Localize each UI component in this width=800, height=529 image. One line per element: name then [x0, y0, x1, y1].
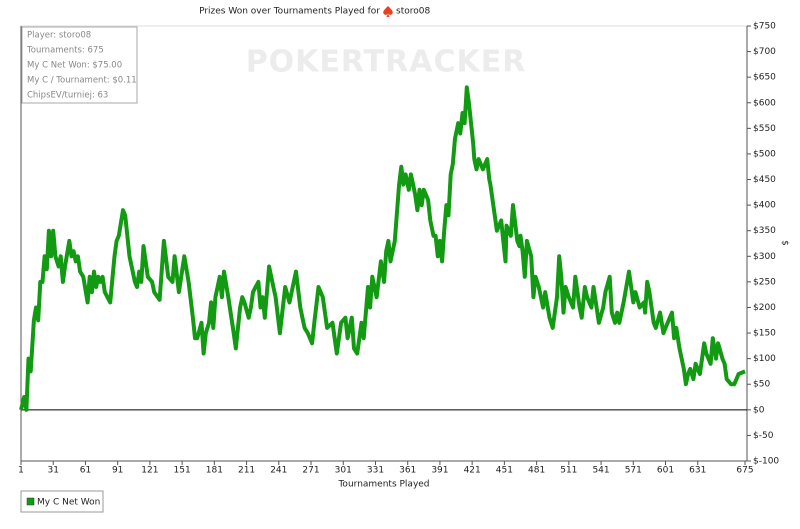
x-tick-label: 271 — [302, 466, 319, 476]
y-tick-label: $400 — [753, 201, 776, 211]
chart-title: Prizes Won over Tournaments Played for — [199, 7, 380, 17]
y-tick-label: $450 — [753, 175, 776, 185]
y-tick-label: $200 — [753, 303, 776, 313]
x-tick-label: 181 — [206, 466, 223, 476]
x-tick-label: 301 — [335, 466, 352, 476]
x-tick-label: 421 — [464, 466, 481, 476]
y-tick-label: $300 — [753, 252, 776, 262]
x-tick-label: 675 — [736, 466, 753, 476]
y-tick-label: $350 — [753, 226, 776, 236]
x-tick-label: 631 — [689, 466, 706, 476]
x-tick-label: 481 — [528, 466, 545, 476]
y-tick-label: $50 — [753, 380, 770, 390]
legend-label: My C Net Won — [37, 498, 100, 508]
player-name: storo08 — [396, 7, 430, 17]
stats-line: My C / Tournament: $0.11 — [27, 76, 137, 86]
stats-line: Player: storo08 — [27, 31, 91, 41]
series-line — [19, 85, 746, 412]
spade-icon — [383, 6, 393, 17]
y-tick-label: $600 — [753, 98, 776, 108]
y-tick-label: $150 — [753, 329, 776, 339]
y-tick-label: $250 — [753, 277, 776, 287]
x-tick-label: 151 — [174, 466, 191, 476]
x-axis-label: Tournaments Played — [337, 480, 429, 490]
x-tick-label: 391 — [431, 466, 448, 476]
x-tick-label: 61 — [80, 466, 91, 476]
x-tick-label: 601 — [657, 466, 674, 476]
legend-swatch — [26, 497, 35, 506]
x-tick-label: 511 — [560, 466, 577, 476]
y-axis-label: $ — [780, 240, 790, 246]
stats-box — [21, 26, 138, 104]
x-tick-label: 91 — [112, 466, 123, 476]
x-tick-label: 361 — [399, 466, 416, 476]
y-tick-label: $0 — [753, 405, 765, 415]
y-tick-label: $700 — [753, 47, 776, 57]
x-tick-label: 211 — [238, 466, 255, 476]
y-tick-label: $550 — [753, 124, 776, 134]
stats-line: ChipsEV/turniej: 63 — [27, 91, 108, 101]
stats-line: Tournaments: 675 — [26, 46, 104, 56]
y-tick-label: $-100 — [753, 457, 779, 467]
x-tick-label: 541 — [592, 466, 609, 476]
watermark: POKERTRACKER — [246, 45, 527, 80]
x-tick-label: 1 — [18, 466, 24, 476]
x-tick-label: 241 — [270, 466, 287, 476]
stats-line: My C Net Won: $75.00 — [27, 61, 122, 71]
y-tick-label: $500 — [753, 149, 776, 159]
legend-box — [20, 490, 104, 513]
y-tick-label: $-50 — [753, 431, 774, 441]
y-tick-label: $750 — [753, 22, 776, 32]
x-tick-label: 121 — [141, 466, 158, 476]
x-tick-label: 571 — [625, 466, 642, 476]
x-tick-label: 31 — [47, 466, 58, 476]
x-tick-label: 451 — [496, 466, 513, 476]
x-tick-label: 331 — [367, 466, 384, 476]
y-tick-label: $100 — [753, 354, 776, 364]
y-tick-label: $650 — [753, 73, 776, 83]
